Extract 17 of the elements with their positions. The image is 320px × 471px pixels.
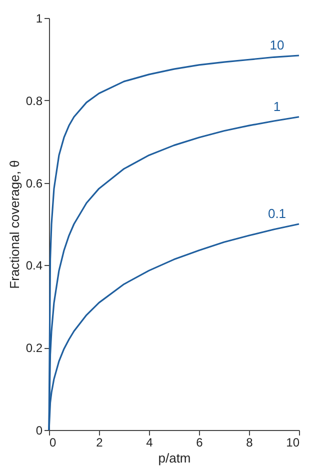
y-tick-label: 1	[36, 12, 43, 26]
series-label: 0.1	[268, 206, 286, 221]
y-tick-label: 0.2	[26, 341, 43, 356]
y-tick-label: 0.8	[26, 94, 43, 108]
x-tick-label: 0	[50, 436, 56, 450]
series-label: 10	[270, 37, 284, 52]
x-tick-label: 2	[96, 436, 104, 450]
x-tick-label: 6	[196, 436, 204, 450]
y-tick-label: 0.4	[26, 258, 43, 273]
x-tick-label: 8	[246, 436, 254, 450]
x-tick-label: 4	[146, 436, 154, 450]
x-tick-label: 10	[286, 436, 300, 450]
x-axis-title: p/atm	[158, 450, 191, 466]
y-tick-label: 0	[36, 424, 43, 438]
y-tick-label: 0.6	[26, 176, 43, 190]
series-label: 1	[273, 98, 281, 114]
y-axis-title: Fractional coverage, θ	[6, 160, 22, 289]
